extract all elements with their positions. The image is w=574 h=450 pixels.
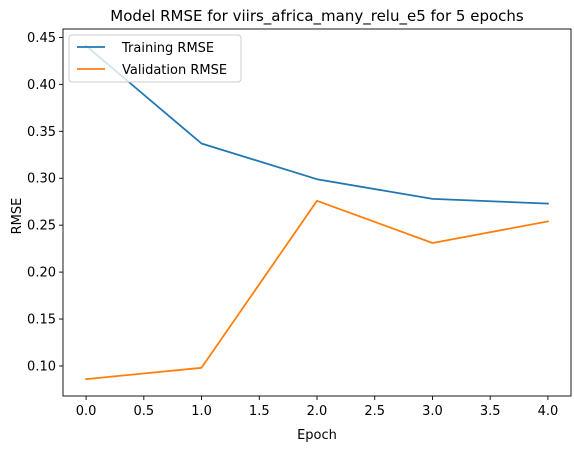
y-tick-label: 0.25 — [27, 219, 56, 234]
y-axis-label: RMSE — [10, 198, 25, 235]
plot-area: 0.0 0.5 1.0 1.5 2.0 2.5 3.0 3.5 4.0 0.10 0.15 0.20 0… — [27, 28, 572, 419]
series-line-validation — [85, 199, 549, 381]
y-tick-label: 0.45 — [27, 31, 56, 46]
x-tick-label: 2.0 — [307, 404, 328, 419]
y-tick-label: 0.15 — [27, 313, 56, 328]
y-tick-label: 0.40 — [27, 78, 56, 93]
x-tick-label: 3.5 — [480, 404, 501, 419]
y-tick-label: 0.10 — [27, 359, 56, 374]
y-tick-label: 0.35 — [27, 125, 56, 140]
x-tick-label: 1.0 — [191, 404, 212, 419]
chart-title: Model RMSE for viirs_africa_many_relu_e5… — [110, 7, 524, 26]
axes-frame — [62, 28, 572, 397]
x-tick-label: 1.5 — [249, 404, 270, 419]
x-tick-label: 0.0 — [76, 404, 97, 419]
series-line-training — [84, 44, 549, 205]
x-tick-label: 0.5 — [133, 404, 154, 419]
x-tick-label: 3.0 — [422, 404, 443, 419]
x-axis-label: Epoch — [297, 428, 337, 443]
y-tick-label: 0.20 — [27, 266, 56, 281]
legend: Training RMSE Validation RMSE — [68, 34, 242, 83]
legend-label: Validation RMSE — [122, 63, 227, 78]
x-tick-label: 4.0 — [538, 404, 559, 419]
legend-box — [68, 34, 242, 83]
y-tick-label: 0.30 — [27, 172, 56, 187]
legend-label: Training RMSE — [121, 41, 214, 56]
x-tick-label: 2.5 — [364, 404, 385, 419]
